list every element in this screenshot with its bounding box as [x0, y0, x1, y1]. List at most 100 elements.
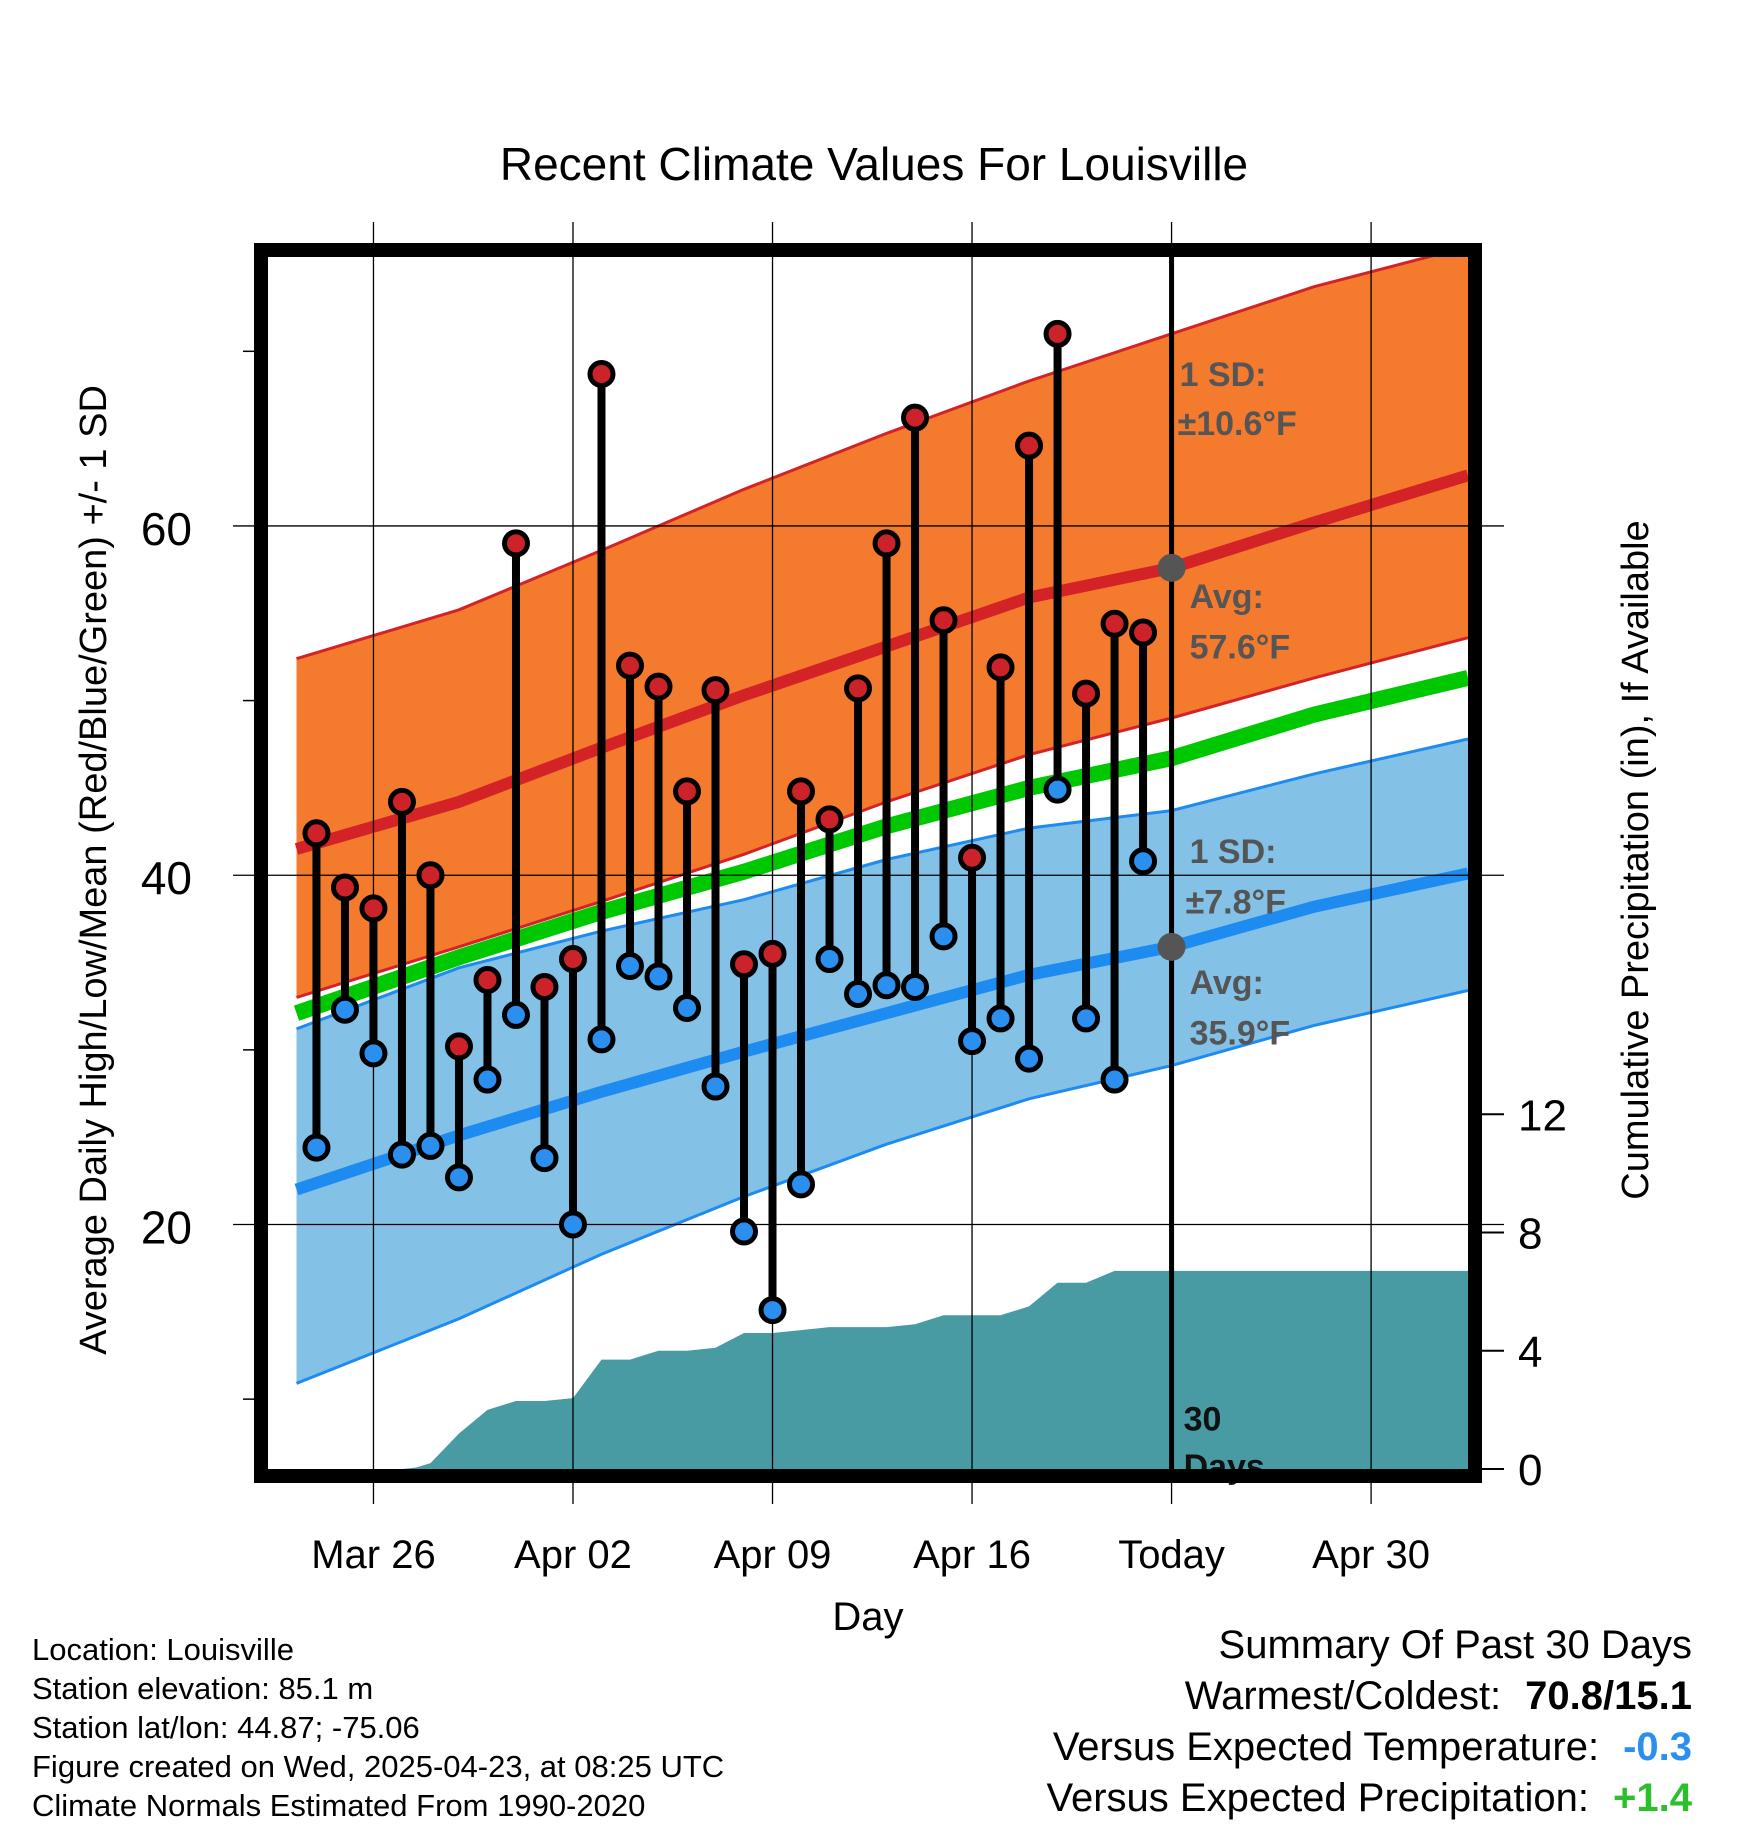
x-tick-label: Apr 30: [1312, 1533, 1430, 1577]
station-info: Location: Louisville Station elevation: …: [32, 1630, 724, 1825]
daily-high-dot: [929, 606, 958, 635]
daily-low-dot: [1015, 1044, 1044, 1073]
low-sd-label: 1 SD:: [1190, 833, 1277, 871]
temp-value: -0.3: [1623, 1725, 1692, 1769]
elevation-text: Station elevation: 85.1 m: [32, 1671, 374, 1706]
x-tick-label: Mar 26: [311, 1533, 436, 1577]
precip-value: +1.4: [1613, 1776, 1692, 1820]
temp-label: Versus Expected Temperature:: [1052, 1725, 1600, 1769]
y2-tick-label: 0: [1518, 1446, 1542, 1495]
daily-low-dot: [901, 972, 930, 1001]
chart-title: Recent Climate Values For Louisville: [500, 138, 1248, 190]
summary-temp: Versus Expected Temperature: -0.3: [1047, 1722, 1692, 1773]
daily-low-dot: [1129, 847, 1158, 876]
x-tick-label: Apr 02: [514, 1533, 632, 1577]
y-tick-label: 60: [141, 503, 192, 555]
daily-low-dot: [1043, 775, 1072, 804]
daily-low-dot: [558, 1210, 587, 1239]
daily-high-dot: [359, 894, 388, 923]
daily-low-dot: [530, 1144, 559, 1173]
summary-precip: Versus Expected Precipitation: +1.4: [1047, 1773, 1693, 1824]
daily-high-dot: [958, 843, 987, 872]
daily-high-dot: [530, 972, 559, 1001]
daily-high-dot: [416, 861, 445, 890]
daily-low-dot: [302, 1133, 331, 1162]
daily-low-dot: [815, 945, 844, 974]
daily-high-dot: [787, 777, 816, 806]
daily-high-dot: [302, 819, 331, 848]
daily-high-dot: [901, 403, 930, 432]
y-tick-label: 20: [141, 1202, 192, 1254]
x-tick-label: Apr 16: [913, 1533, 1031, 1577]
y-axis-label: Average Daily High/Low/Mean (Red/Blue/Gr…: [73, 385, 115, 1355]
daily-high-dot: [473, 966, 502, 995]
daily-low-dot: [359, 1039, 388, 1068]
daily-high-dot: [986, 653, 1015, 682]
low-sd-value: ±7.8°F: [1186, 884, 1286, 922]
daily-high-dot: [444, 1032, 473, 1061]
daily-high-dot: [644, 672, 673, 701]
today-low-avg-marker: [1157, 932, 1186, 961]
daily-high-dot: [1129, 618, 1158, 647]
daily-high-dot: [844, 674, 873, 703]
daily-high-dot: [387, 787, 416, 816]
daily-high-dot: [587, 360, 616, 389]
latlon-text: Station lat/lon: 44.87; -75.06: [32, 1710, 420, 1745]
daily-high-dot: [558, 945, 587, 974]
daily-high-dot: [872, 529, 901, 558]
daily-low-dot: [501, 1000, 530, 1029]
high-upper-line: [296, 257, 1434, 661]
high-sd-label: 1 SD:: [1180, 356, 1267, 394]
daily-low-dot: [701, 1072, 730, 1101]
precip-label: Versus Expected Precipitation:: [1046, 1776, 1590, 1820]
daily-high-dot: [730, 950, 759, 979]
low-avg-value: 35.9°F: [1190, 1015, 1291, 1053]
daily-high-dot: [1072, 679, 1101, 708]
daily-low-dot: [387, 1140, 416, 1169]
location-text: Location: Louisville: [32, 1632, 294, 1667]
daily-high-dot: [1015, 431, 1044, 460]
daily-high-dot: [815, 805, 844, 834]
summary-warm-cold: Warmest/Coldest: 70.8/15.1: [1047, 1671, 1692, 1722]
precip-area: [296, 1270, 1468, 1469]
summary-panel: Summary Of Past 30 Days Warmest/Coldest:…: [1047, 1620, 1693, 1824]
high-avg-label: Avg:: [1190, 578, 1264, 616]
daily-low-dot: [1100, 1065, 1129, 1094]
daily-high-dot: [673, 777, 702, 806]
daily-low-dot: [416, 1131, 445, 1160]
daily-low-dot: [673, 993, 702, 1022]
daily-high-dot: [615, 651, 644, 680]
warm-cold-value: 70.8/15.1: [1525, 1674, 1692, 1718]
low-sd-band: [296, 739, 1468, 1384]
low-lower-line: [295, 989, 1468, 1385]
daily-low-dot: [615, 952, 644, 981]
y2-axis-label: Cumulative Precipitation (in), If Availa…: [1615, 520, 1657, 1199]
daily-high-dot: [501, 529, 530, 558]
high-sd-band: [296, 257, 1468, 998]
low-avg-label: Avg:: [1190, 964, 1264, 1002]
daily-low-dot: [444, 1163, 473, 1192]
days-count-label: 30: [1184, 1401, 1222, 1439]
today-high-avg-marker: [1157, 553, 1186, 582]
daily-low-dot: [844, 979, 873, 1008]
daily-low-dot: [872, 971, 901, 1000]
y2-tick-label: 4: [1518, 1328, 1542, 1377]
high-sd-value: ±10.6°F: [1178, 405, 1297, 443]
daily-low-dot: [986, 1004, 1015, 1033]
x-tick-label: Apr 09: [714, 1533, 832, 1577]
y2-tick-label: 12: [1518, 1091, 1567, 1140]
y2-tick-label: 8: [1518, 1210, 1542, 1259]
daily-low-dot: [929, 922, 958, 951]
daily-high-dot: [1043, 319, 1072, 348]
plot-frame: [254, 243, 1482, 1483]
daily-low-dot: [330, 995, 359, 1024]
high-avg-value: 57.6°F: [1190, 629, 1291, 667]
daily-high-dot: [701, 676, 730, 705]
normals-text: Climate Normals Estimated From 1990-2020: [32, 1788, 646, 1823]
daily-low-dot: [644, 962, 673, 991]
daily-low-dot: [730, 1217, 759, 1246]
daily-high-dot: [330, 873, 359, 902]
daily-low-dot: [587, 1025, 616, 1054]
daily-low-dot: [1072, 1004, 1101, 1033]
